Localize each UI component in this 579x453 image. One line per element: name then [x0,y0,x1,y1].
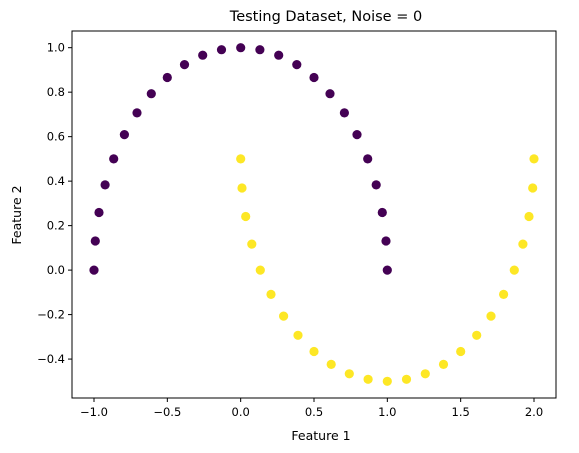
data-points [89,43,539,386]
data-point-class-0-17 [325,89,335,99]
data-point-class-1-2 [241,211,251,222]
data-point-class-1-0 [236,154,246,164]
y-tick-label: 0.4 [47,174,65,188]
data-point-class-0-4 [109,154,119,164]
x-axis-label: Feature 1 [291,428,350,443]
data-point-class-0-10 [198,50,208,60]
data-point-class-1-12 [382,376,392,386]
data-point-class-1-3 [247,239,257,249]
data-point-class-1-17 [472,330,482,340]
x-tick-label: 0.0 [232,405,250,419]
x-tick-label: 1.5 [452,405,470,419]
data-point-class-1-9 [326,359,336,369]
y-tick-label: 0.0 [47,263,65,277]
data-point-class-1-24 [529,154,539,164]
plot-frame [71,30,557,399]
data-point-class-0-20 [363,154,373,164]
y-axis-ticks: −0.4 −0.2 0.0 0.2 0.4 0.6 0.8 1.0 [37,41,72,366]
x-tick-label: 1.0 [378,405,396,419]
data-point-class-0-21 [371,180,381,190]
data-point-class-0-1 [90,236,100,246]
data-point-class-1-5 [266,289,276,299]
x-tick-label: 2.0 [525,405,543,419]
data-point-class-0-7 [146,89,156,99]
y-tick-label: 0.6 [47,130,65,144]
data-point-class-1-4 [255,265,265,275]
data-point-class-1-16 [456,346,466,357]
data-point-class-1-8 [309,346,319,357]
y-tick-label: 0.2 [47,219,65,233]
data-point-class-1-6 [279,311,289,321]
data-point-class-0-0 [89,265,99,275]
data-point-class-0-18 [339,108,349,118]
data-point-class-0-22 [377,207,387,218]
data-point-class-0-5 [119,130,129,140]
x-axis-ticks: −1.0 −0.5 0.0 0.5 1.0 1.5 2.0 [80,398,543,419]
y-tick-label: 1.0 [47,41,65,55]
data-point-class-0-13 [255,45,265,55]
data-point-class-1-11 [363,374,373,384]
data-point-class-0-16 [309,72,319,83]
data-point-class-1-18 [486,311,496,321]
data-point-class-0-15 [292,60,302,70]
data-point-class-0-11 [216,45,227,55]
chart-title: Testing Dataset, Noise = 0 [229,9,422,25]
data-point-class-1-20 [509,265,519,275]
data-point-class-0-3 [100,180,110,190]
y-tick-label: −0.4 [37,352,65,366]
data-point-class-1-21 [518,239,528,249]
y-tick-label: −0.2 [37,308,65,322]
data-point-class-1-1 [237,183,247,193]
data-point-class-0-6 [132,108,142,118]
data-point-class-0-9 [179,60,190,70]
data-point-class-0-24 [382,265,392,275]
x-tick-label: −1.0 [80,405,108,419]
data-point-class-1-19 [499,289,509,299]
x-tick-label: −0.5 [153,405,181,419]
data-point-class-1-13 [401,374,412,384]
data-point-class-0-19 [352,130,362,140]
data-point-class-1-23 [528,183,538,193]
data-point-class-1-22 [524,211,534,222]
data-point-class-0-23 [381,236,391,246]
data-point-class-1-7 [293,330,303,340]
data-point-class-0-12 [236,43,246,53]
y-tick-label: 0.8 [47,85,65,99]
data-point-class-0-8 [162,72,172,83]
data-point-class-0-2 [94,207,104,218]
data-point-class-1-15 [438,359,449,369]
x-tick-label: 0.5 [305,405,323,419]
y-axis-label: Feature 2 [9,185,24,244]
data-point-class-1-14 [420,369,430,379]
data-point-class-0-14 [274,50,284,60]
data-point-class-1-10 [344,369,354,379]
